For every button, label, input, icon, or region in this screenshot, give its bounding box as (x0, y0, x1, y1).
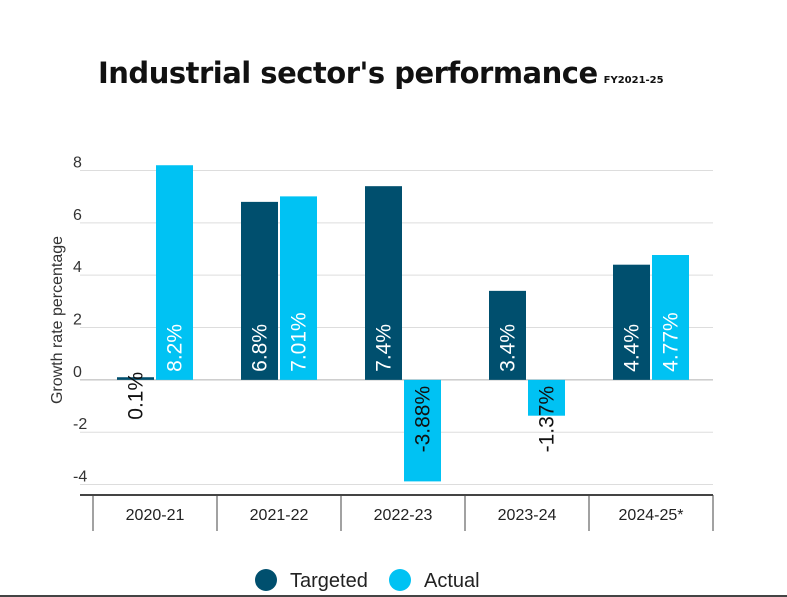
legend-swatch-targeted (255, 569, 277, 591)
bar-targeted-2024-25* (613, 264, 650, 380)
bar-value-label: 3.4% (497, 324, 520, 372)
bar-actual-2024-25* (652, 255, 689, 380)
bar-targeted-2023-24 (489, 290, 526, 380)
bar-actual-2022-23 (404, 379, 441, 482)
y-tick-label: -2 (73, 416, 87, 433)
legend-label-actual: Actual (424, 570, 480, 592)
bar-targeted-2022-23 (365, 186, 402, 380)
bar-value-label: 4.4% (621, 324, 644, 372)
bar-value-labels: 0.1% 8.2% 6.8% 7.01% 7.4% -3.88% 3.4% -1.37% 4.4… (125, 312, 683, 452)
bar-value-label: 6.8% (249, 324, 272, 372)
y-tick-label: 6 (73, 207, 82, 224)
bar-value-label: -1.37% (536, 386, 559, 453)
legend: Targeted Actual (255, 569, 480, 592)
bar-value-label: -3.88% (412, 386, 435, 453)
bar-value-label: 7.01% (288, 312, 311, 372)
bar-actual-2020-21 (156, 165, 193, 380)
y-axis-label: Growth rate percentage (49, 236, 66, 404)
y-tick-label: 8 (73, 154, 82, 171)
x-tick-label: 2020-21 (126, 507, 185, 524)
bar-targeted-2021-22 (241, 201, 278, 380)
x-tick-label: 2022-23 (374, 507, 433, 524)
bar-value-label: 0.1% (125, 372, 148, 420)
x-tick-label: 2024-25* (619, 507, 684, 524)
y-tick-label: 0 (73, 364, 82, 381)
y-tick-label: 4 (73, 259, 82, 276)
bar-actual-2021-22 (280, 196, 317, 380)
y-tick-label: -4 (73, 469, 87, 486)
bar-targeted-2020-21 (117, 377, 154, 380)
bar-value-label: 7.4% (373, 324, 396, 372)
chart-title-block: Industrial sector's performance FY2021-25 (98, 56, 664, 90)
y-tick-label: 2 (73, 312, 82, 329)
chart-title: Industrial sector's performance (98, 56, 598, 90)
y-tick-labels: 8 6 4 2 0 -2 -4 (73, 154, 87, 485)
bar-value-label: 4.77% (660, 312, 683, 372)
x-tick-label: 2023-24 (498, 507, 557, 524)
bar-actual-2023-24 (528, 379, 565, 416)
x-tick-label: 2021-22 (250, 507, 309, 524)
bottom-rule (0, 595, 787, 597)
chart-subtitle: FY2021-25 (603, 75, 664, 86)
bars (117, 165, 689, 482)
legend-swatch-actual (389, 569, 411, 591)
legend-label-targeted: Targeted (290, 570, 368, 592)
bar-value-label: 8.2% (164, 324, 187, 372)
x-axis: 2020-21 2021-22 2022-23 2023-24 2024-25* (80, 494, 714, 531)
